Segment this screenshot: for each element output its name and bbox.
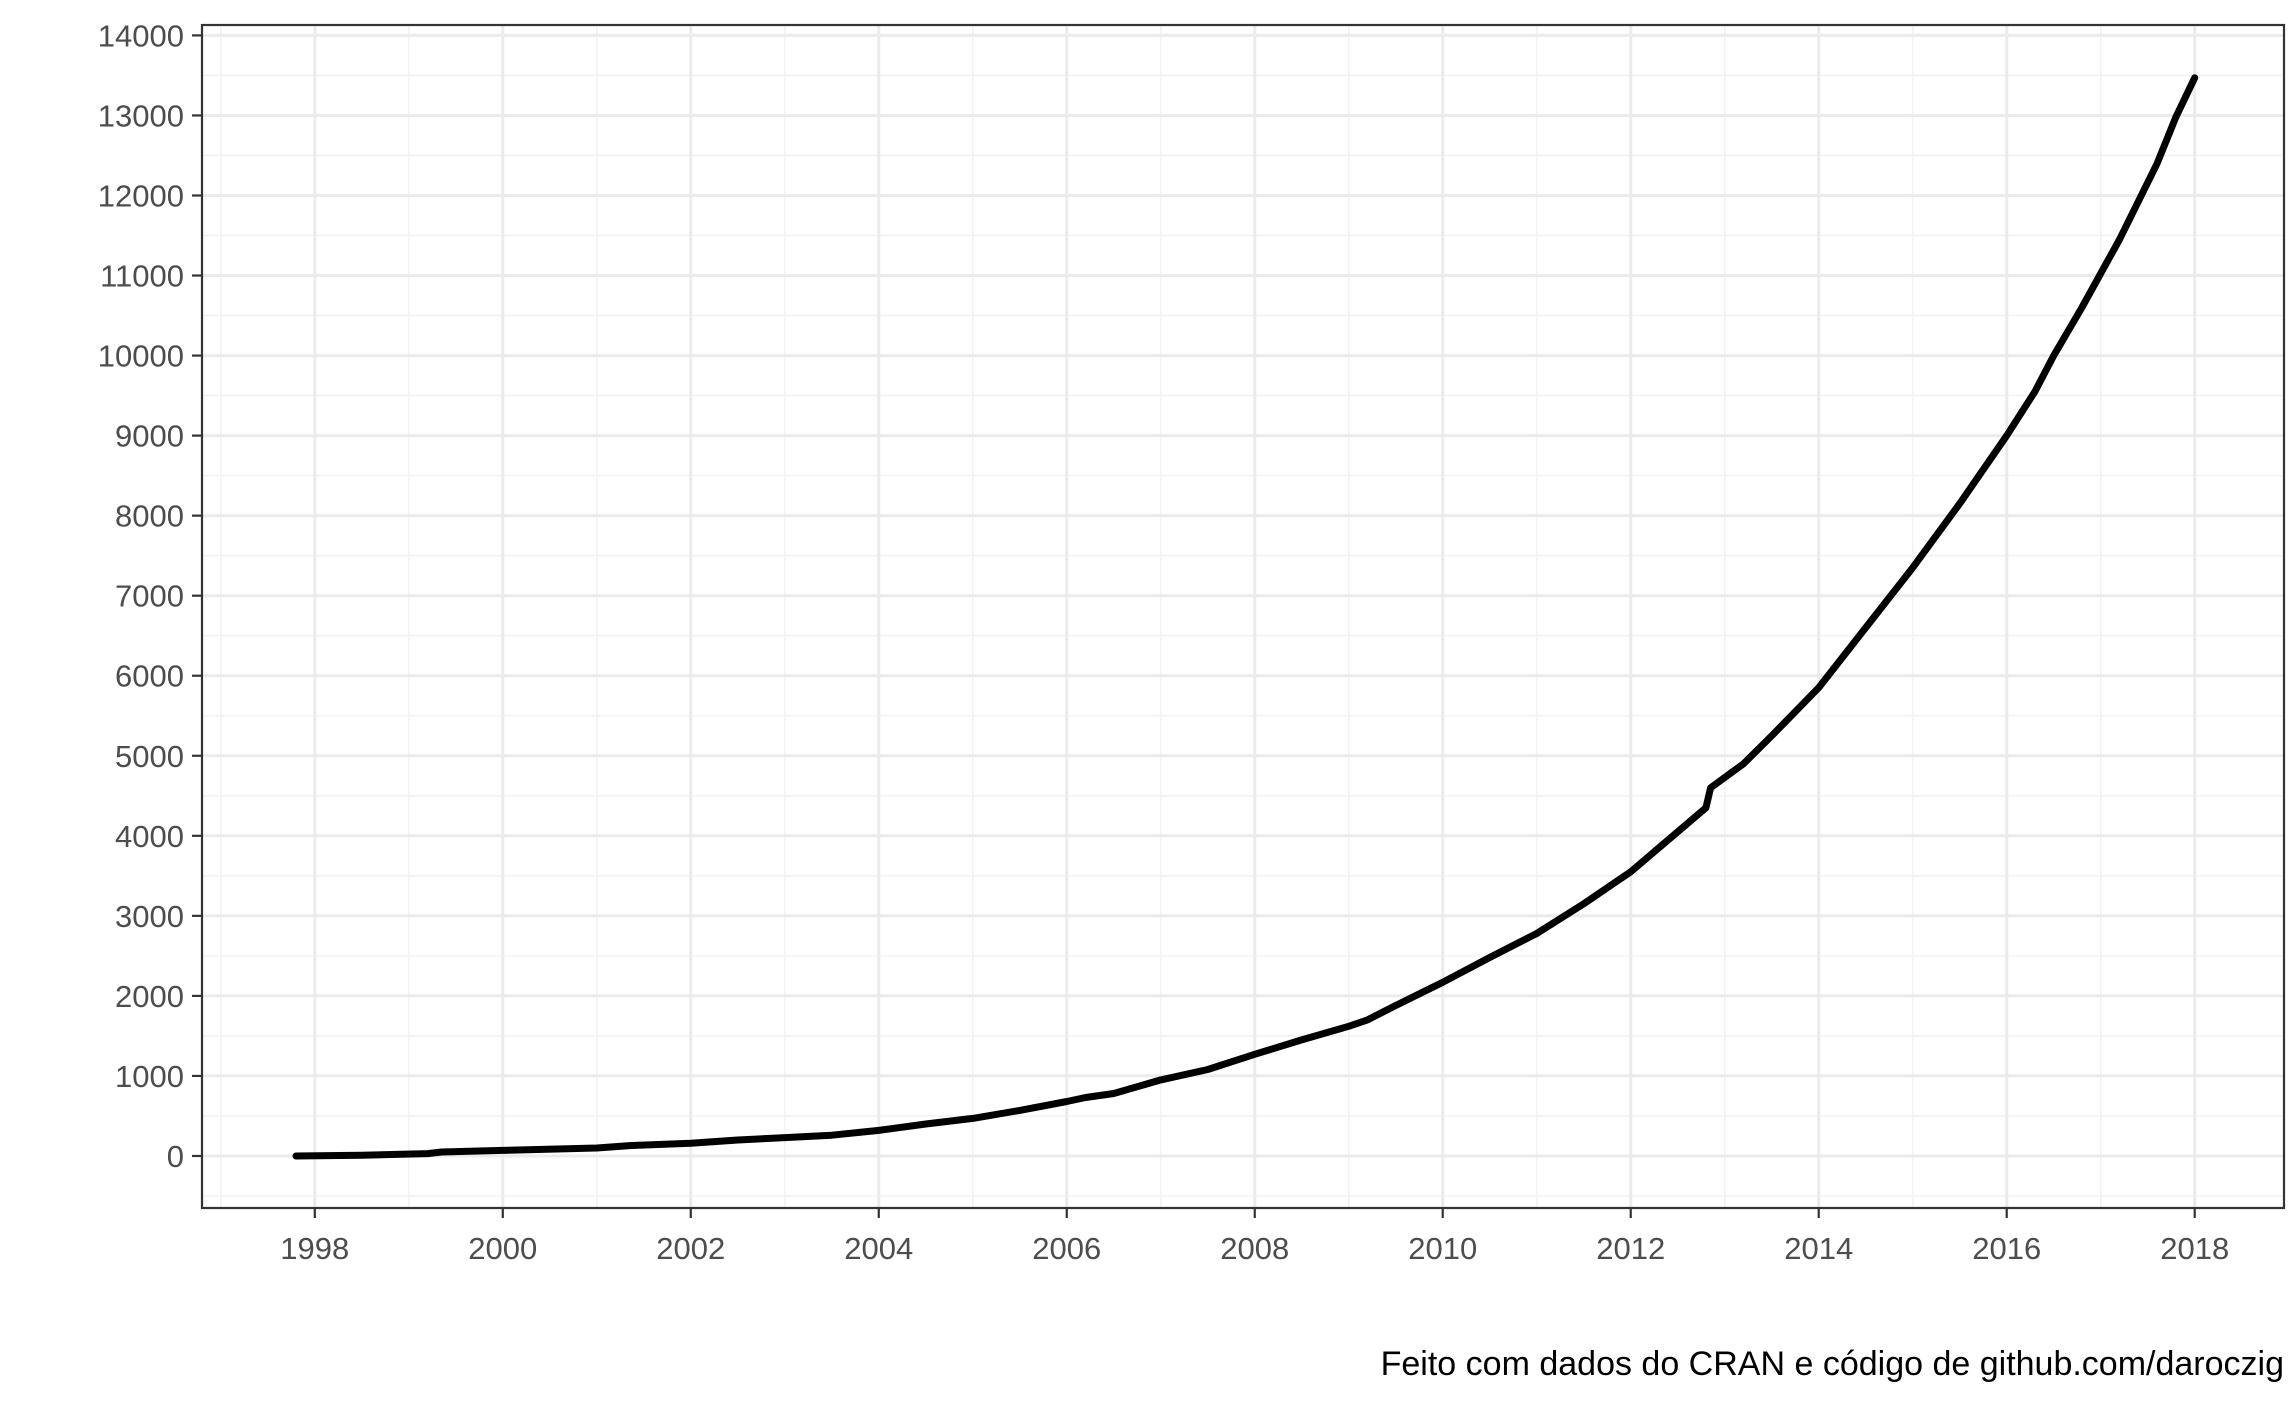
y-tick-label: 7000: [115, 579, 184, 614]
y-tick-label: 3000: [115, 899, 184, 934]
y-tick-label: 0: [167, 1139, 184, 1174]
x-tick-label: 2014: [1784, 1231, 1853, 1266]
y-tick-label: 4000: [115, 819, 184, 854]
y-tick-label: 2000: [115, 979, 184, 1014]
plot-background: [202, 25, 2284, 1208]
series-line-cran-packages: [292, 74, 2199, 1160]
y-tick-label: 11000: [100, 259, 184, 294]
x-tick-label: 2018: [2160, 1231, 2229, 1266]
x-tick-label: 2012: [1596, 1231, 1665, 1266]
caption: Feito com dados do CRAN e código de gith…: [1381, 1345, 2284, 1383]
y-tick-label: 12000: [98, 178, 184, 213]
plot-panel-border: [200, 23, 2286, 1210]
y-tick-label: 9000: [115, 419, 184, 454]
minor-grid: [202, 25, 2284, 1208]
y-tick-label: 6000: [115, 659, 184, 694]
y-tick-label: 14000: [98, 18, 184, 53]
x-tick-label: 2006: [1032, 1231, 1101, 1266]
y-tick-label: 8000: [115, 499, 184, 534]
y-tick-label: 13000: [98, 98, 184, 133]
x-tick-label: 2002: [656, 1231, 725, 1266]
x-axis: 1998 2000 2002 2004 2006 2008 2010 2012 2014 2016…: [280, 1208, 2229, 1266]
x-tick-label: 2008: [1220, 1231, 1289, 1266]
x-tick-label: 1998: [280, 1231, 349, 1266]
major-grid: [202, 25, 2284, 1208]
x-tick-label: 2010: [1408, 1231, 1477, 1266]
x-tick-label: 2004: [844, 1231, 913, 1266]
y-axis: 0 1000 2000 3000 4000 5000 6000 7000 8000 9000 100…: [98, 18, 202, 1174]
x-tick-label: 2000: [468, 1231, 537, 1266]
y-tick-label: 5000: [115, 739, 184, 774]
x-tick-label: 2016: [1972, 1231, 2041, 1266]
y-tick-label: 1000: [115, 1059, 184, 1094]
y-tick-label: 10000: [98, 339, 184, 374]
